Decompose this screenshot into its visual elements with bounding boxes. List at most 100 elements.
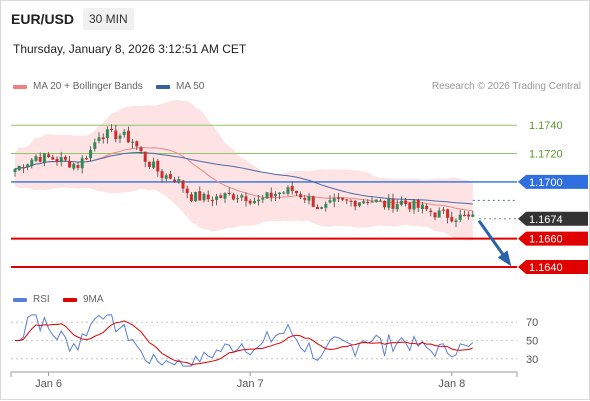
credit-text: Research © 2026 Trading Central — [431, 81, 581, 92]
candle-body — [139, 147, 143, 152]
legend-9ma-swatch — [63, 297, 77, 302]
candle-body — [223, 193, 227, 199]
candle-body — [194, 191, 198, 202]
candle-body — [38, 156, 42, 162]
candle-body — [362, 201, 366, 204]
rsi-tick-70: 70 — [526, 317, 538, 329]
candle-body — [257, 199, 261, 202]
ma50-line — [14, 151, 473, 205]
candle-body — [252, 200, 256, 204]
candle-body — [156, 160, 160, 172]
legend-rsi-swatch — [13, 297, 27, 302]
candle-body — [206, 194, 210, 200]
legend-ma50-swatch — [156, 84, 170, 89]
candle-body — [353, 200, 357, 207]
candle-body — [198, 191, 202, 201]
candle-body — [231, 194, 235, 200]
level-label-1.1740: 1.1740 — [529, 120, 563, 132]
candle-body — [332, 198, 336, 202]
candle-body — [412, 200, 416, 210]
candle-body — [59, 157, 63, 163]
candle-body — [72, 163, 76, 169]
rsi-line — [15, 314, 474, 367]
candle-body — [467, 214, 471, 217]
candle-body — [433, 212, 437, 218]
candle-body — [101, 137, 105, 140]
candle-body — [416, 199, 420, 208]
x-tick-label: Jan 7 — [237, 378, 264, 390]
candle-body — [177, 179, 181, 182]
candle-body — [160, 171, 164, 178]
candle-body — [122, 131, 126, 135]
candle-body — [168, 174, 172, 179]
candle-body — [17, 165, 21, 171]
legend-ma50: MA 50 — [156, 81, 204, 92]
level-label-1.1640: 1.1640 — [529, 262, 563, 274]
candle-body — [273, 193, 277, 197]
candle-body — [399, 200, 403, 205]
moving-average-layer — [14, 146, 517, 212]
legend-ma20-swatch — [13, 84, 27, 89]
candle-body — [143, 151, 147, 162]
candle-body — [387, 198, 391, 208]
bollinger-layer — [15, 99, 473, 241]
candle-body — [294, 190, 298, 194]
level-label-box-1.1660 — [518, 231, 588, 246]
level-label-1.1660: 1.1660 — [529, 234, 563, 246]
candle-body — [441, 209, 445, 211]
candle-body — [219, 195, 223, 198]
interval-badge[interactable]: 30 MIN — [83, 8, 134, 30]
legend-rsi-label: RSI — [33, 294, 50, 305]
candle-body — [110, 128, 114, 130]
candle-body — [131, 141, 135, 143]
candle-body — [462, 215, 466, 217]
candle-body — [215, 196, 219, 200]
candle-body — [135, 141, 139, 147]
candle-body — [42, 153, 46, 163]
candle-body — [345, 199, 349, 201]
candle-body — [34, 156, 38, 161]
candle-body — [265, 192, 269, 199]
forecast-arrow-layer — [477, 219, 512, 267]
candle-body — [366, 201, 370, 203]
rsi-9ma-line — [15, 320, 473, 366]
candle-body — [395, 204, 399, 210]
candle-body — [336, 197, 340, 199]
candle-body — [408, 202, 412, 210]
candle-body — [378, 200, 382, 202]
candle-body — [437, 210, 441, 218]
level-label-1.1720: 1.1720 — [529, 149, 563, 161]
candle-body — [164, 175, 168, 179]
candle-body — [446, 209, 450, 218]
candles-layer — [13, 124, 475, 228]
candle-body — [63, 156, 67, 160]
rsi-tick-50: 50 — [526, 336, 538, 348]
candle-body — [404, 200, 408, 204]
candle-body — [240, 195, 244, 198]
candle-body — [471, 214, 475, 217]
x-tick-label: Jan 6 — [35, 378, 62, 390]
level-labels-layer: 1.1740 1.1720 1.1700 1.1674 1.1660 1.1640 — [518, 120, 588, 274]
candle-body — [13, 169, 17, 173]
candle-body — [68, 160, 72, 168]
candle-body — [307, 196, 311, 201]
candle-body — [97, 137, 101, 142]
candle-body — [320, 207, 324, 209]
legend-rsi: RSI — [13, 294, 50, 305]
candle-body — [93, 142, 97, 149]
candle-body — [152, 161, 156, 168]
bollinger-band-fill — [15, 99, 473, 241]
candle-body — [315, 206, 319, 210]
candle-body — [55, 158, 59, 162]
x-axis-layer: Jan 6 Jan 7 Jan 8 — [10, 371, 518, 390]
candle-body — [126, 130, 130, 143]
candle-body — [185, 188, 189, 194]
candle-body — [357, 202, 361, 206]
level-label-1.1700: 1.1700 — [529, 177, 563, 189]
candle-body — [391, 198, 395, 209]
candle-body — [118, 135, 122, 139]
candle-body — [147, 161, 151, 167]
candle-body — [76, 165, 80, 168]
level-lines-layer — [11, 124, 517, 268]
